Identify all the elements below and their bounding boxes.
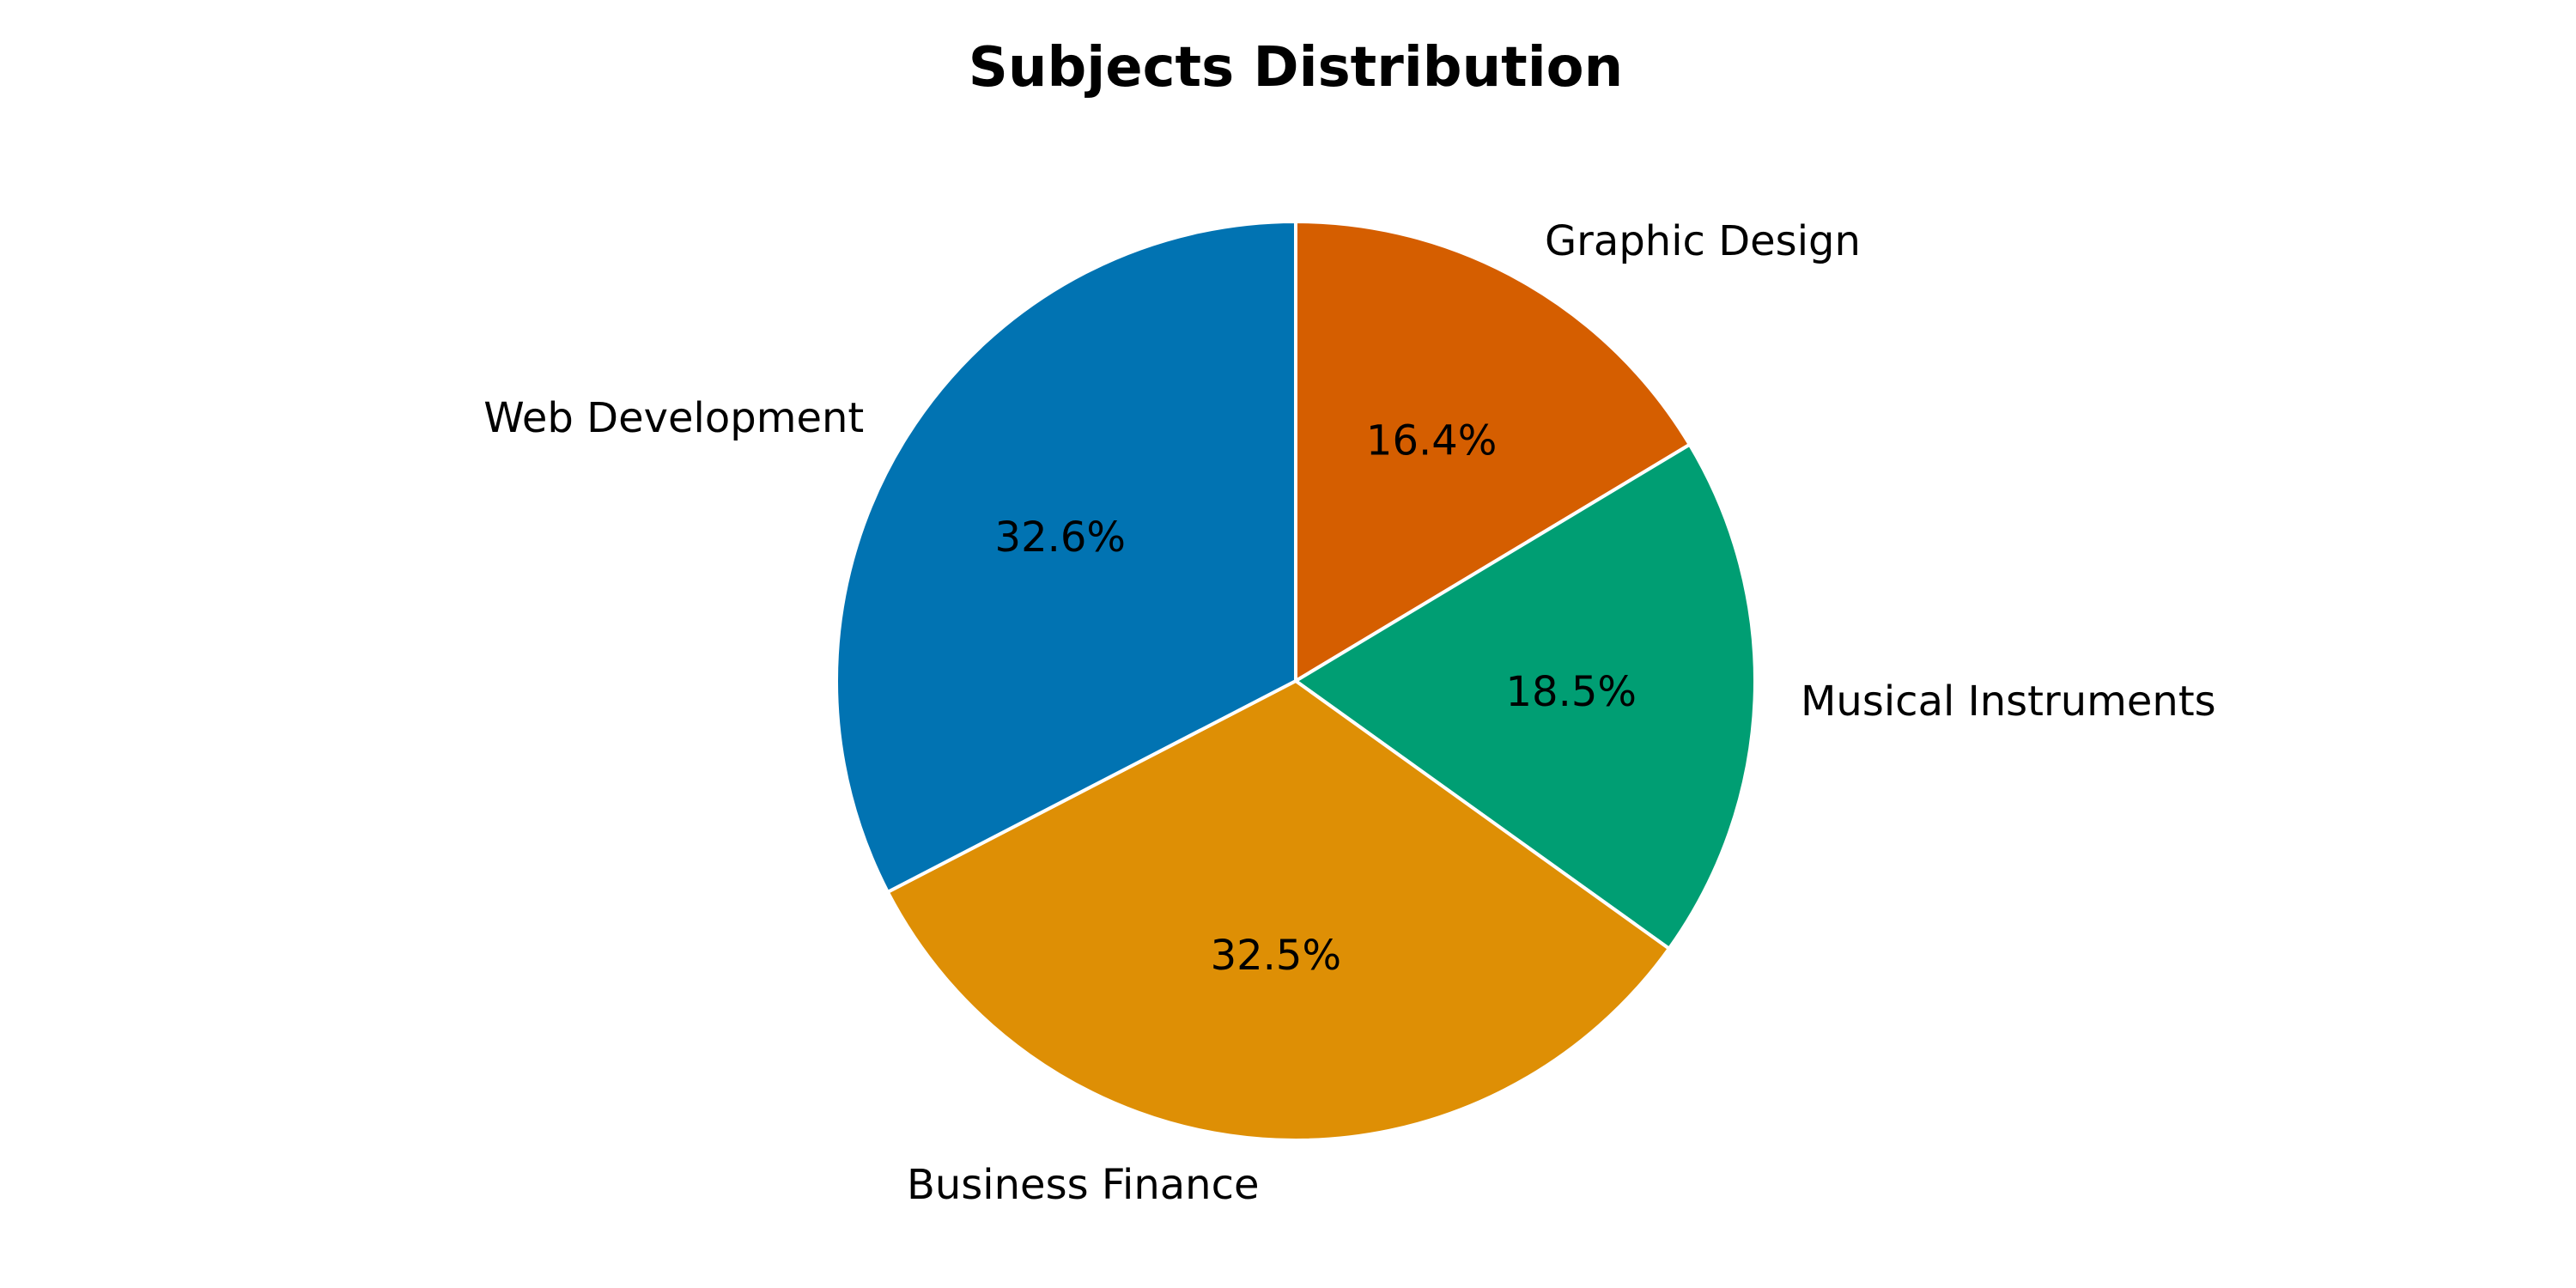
category-label-web-development: Web Development — [483, 394, 864, 442]
category-label-musical-instruments: Musical Instruments — [1801, 677, 2216, 726]
chart-title: Subjects Distribution — [969, 36, 1623, 100]
pct-label-web-development: 32.6% — [995, 513, 1126, 562]
category-label-business-finance: Business Finance — [907, 1161, 1260, 1209]
category-label-graphic-design: Graphic Design — [1545, 217, 1861, 265]
pct-label-business-finance: 32.5% — [1211, 932, 1341, 980]
pct-label-graphic-design: 16.4% — [1366, 417, 1497, 465]
pct-label-musical-instruments: 18.5% — [1505, 668, 1636, 716]
